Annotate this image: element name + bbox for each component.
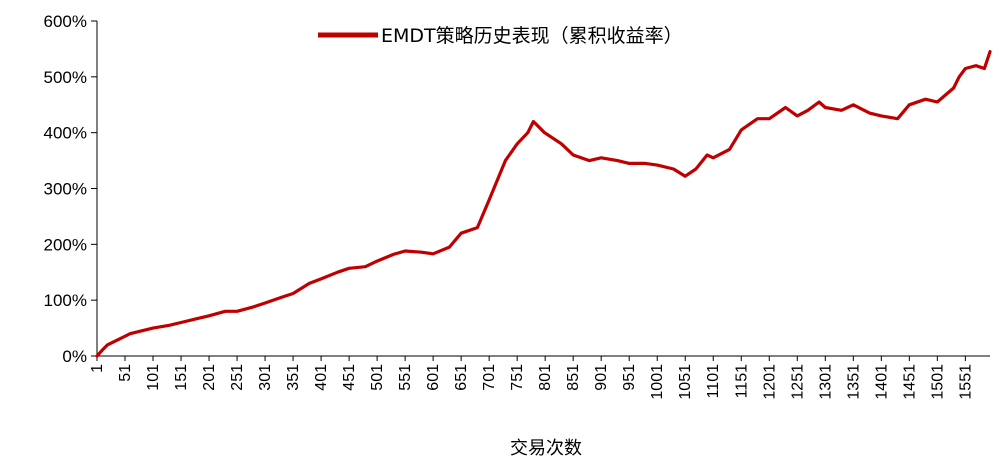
x-tick-label: 1351 xyxy=(845,364,862,400)
x-tick-label: 51 xyxy=(117,364,134,382)
x-tick-label: 151 xyxy=(173,364,190,391)
x-tick-label: 951 xyxy=(621,364,638,391)
x-tick-label: 1201 xyxy=(761,364,778,400)
x-tick-label: 851 xyxy=(565,364,582,391)
x-tick-label: 1 xyxy=(89,364,106,373)
x-tick-label: 101 xyxy=(145,364,162,391)
legend: EMDT策略历史表现（累积收益率） xyxy=(318,25,683,47)
x-tick-label: 751 xyxy=(509,364,526,391)
x-tick-label: 251 xyxy=(229,364,246,391)
x-tick-label: 1001 xyxy=(649,364,666,400)
x-tick-label: 801 xyxy=(537,364,554,391)
y-tick-label: 100% xyxy=(44,291,87,310)
x-tick-label: 701 xyxy=(481,364,498,391)
x-tick-label: 1151 xyxy=(733,364,750,399)
x-tick-label: 201 xyxy=(201,364,218,391)
x-tick-label: 351 xyxy=(285,364,302,391)
legend-label: EMDT策略历史表现（累积收益率） xyxy=(381,25,683,47)
series-line xyxy=(95,50,992,358)
series-layer xyxy=(95,50,992,358)
y-tick-label: 400% xyxy=(44,124,87,143)
x-tick-label: 651 xyxy=(453,364,470,391)
x-tick-label: 1401 xyxy=(873,364,890,400)
y-tick-label: 500% xyxy=(44,68,87,87)
x-tick-label: 551 xyxy=(397,364,414,391)
y-tick-label: 300% xyxy=(44,180,87,199)
x-tick-label: 1551 xyxy=(957,364,974,400)
y-tick-label: 0% xyxy=(62,347,87,366)
x-tick-label: 1451 xyxy=(901,364,918,400)
x-axis-ticks: 1 51 101 151 201 251 301 351 401 451 501 551 601 651 7… xyxy=(89,356,974,400)
y-axis-ticks: 0% 100% 200% 300% 400% 500% 600% xyxy=(44,12,97,366)
x-tick-label: 301 xyxy=(257,364,274,391)
x-tick-label: 451 xyxy=(341,364,358,391)
x-tick-label: 501 xyxy=(369,364,386,391)
x-tick-label: 1101 xyxy=(705,364,722,399)
y-tick-label: 600% xyxy=(44,12,87,31)
x-axis-title: 交易次数 xyxy=(510,438,582,459)
x-tick-label: 901 xyxy=(593,364,610,391)
x-tick-label: 401 xyxy=(313,364,330,391)
x-tick-label: 1051 xyxy=(677,364,694,400)
y-tick-label: 200% xyxy=(44,235,87,254)
x-tick-label: 1251 xyxy=(789,364,806,400)
x-tick-label: 1501 xyxy=(929,364,946,400)
x-tick-label: 1301 xyxy=(817,364,834,400)
x-tick-label: 601 xyxy=(425,364,442,391)
